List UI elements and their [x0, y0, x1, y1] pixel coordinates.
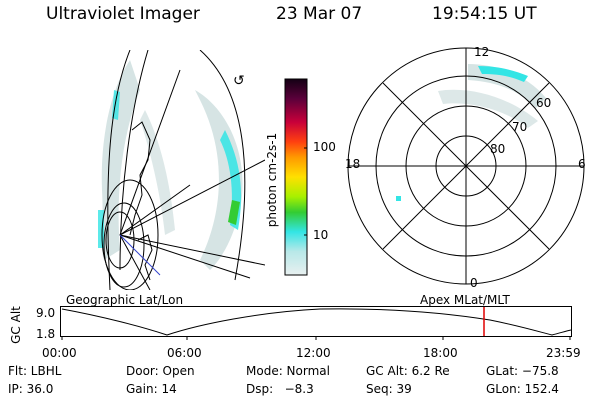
aurora-speckle [98, 60, 243, 270]
app-title: Ultraviolet Imager [46, 4, 200, 24]
colorbar-tick-10: 10 [313, 228, 329, 242]
mode-value: Mode: Normal [246, 364, 330, 378]
pole-marker-icon: ↺ [233, 73, 245, 89]
gain-value: Gain: 14 [126, 382, 177, 396]
polar-plot [347, 47, 585, 285]
colorbar-tick-100: 100 [313, 140, 336, 154]
orbit-plot [60, 306, 572, 340]
gc-alt-value: GC Alt: 6.2 Re [366, 364, 450, 378]
apex-label: Apex MLat/MLT [420, 293, 510, 307]
seq-value: Seq: 39 [366, 382, 412, 396]
glat-value: GLat: −75.8 [486, 364, 559, 378]
mlat-label-60: 60 [536, 96, 552, 110]
date-label: 23 Mar 07 [276, 4, 363, 24]
x-tick-0000: 00:00 [42, 346, 77, 360]
dsp-value: Dsp: −8.3 [246, 382, 314, 396]
colorbar [284, 78, 308, 276]
ip-value: IP: 36.0 [8, 382, 54, 396]
glon-value: GLon: 152.4 [486, 382, 559, 396]
mlt-label-18: 18 [345, 157, 361, 171]
mlat-label-80: 80 [490, 142, 506, 156]
mlt-label-0: 0 [470, 276, 478, 290]
filter-value: Flt: LBHL [8, 364, 62, 378]
mlt-label-12: 12 [474, 45, 490, 59]
gc-alt-axis-label: GC Alt [9, 306, 23, 344]
x-tick-1800: 18:00 [423, 346, 458, 360]
geographic-label: Geographic Lat/Lon [66, 293, 184, 307]
mlt-label-6: 6 [578, 157, 586, 171]
y-tick-1-8: 1.8 [36, 327, 56, 341]
mlat-label-70: 70 [512, 120, 528, 134]
door-status: Door: Open [126, 364, 195, 378]
x-tick-1200: 12:00 [296, 346, 331, 360]
y-tick-9: 9.0 [36, 306, 56, 320]
time-label: 19:54:15 UT [432, 4, 537, 24]
x-tick-2359: 23:59 [546, 346, 581, 360]
geographic-map: ↺ [98, 50, 265, 290]
colorbar-label: photon cm-2s-1 [265, 132, 279, 228]
x-tick-0600: 06:00 [167, 346, 202, 360]
